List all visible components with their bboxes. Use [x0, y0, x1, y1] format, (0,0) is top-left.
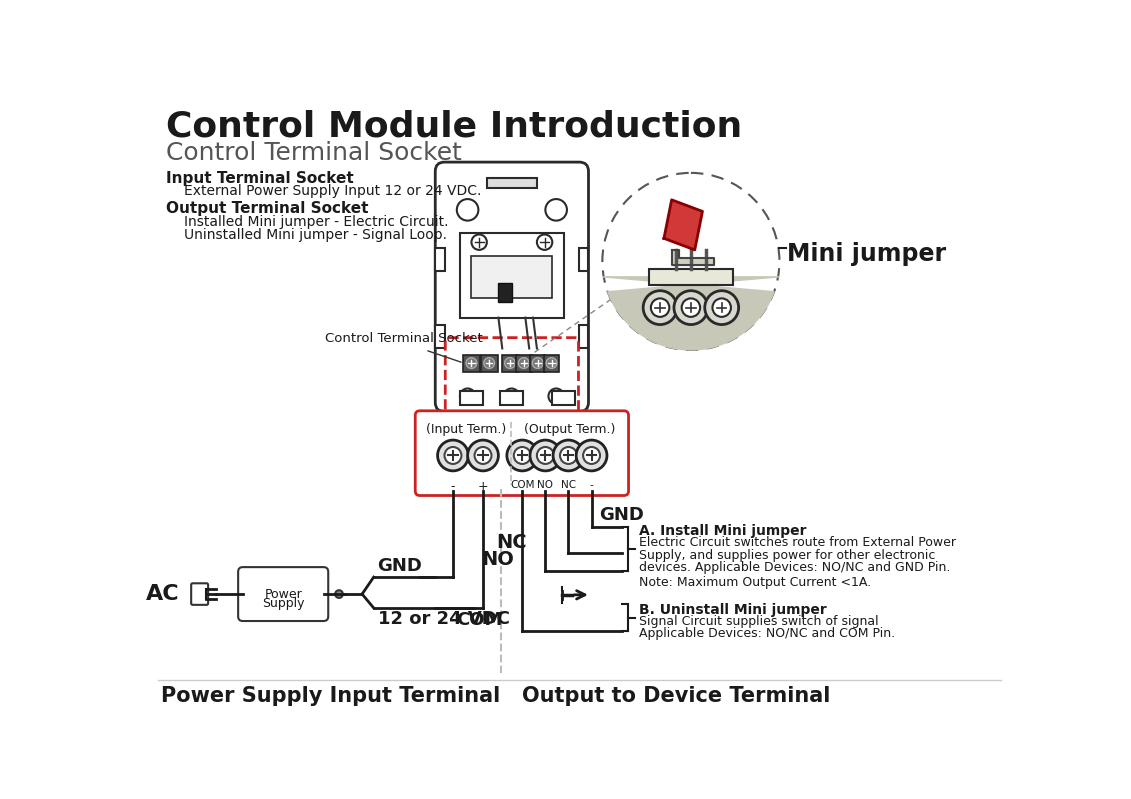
Text: Control Terminal Socket: Control Terminal Socket: [325, 332, 483, 345]
Bar: [435, 248, 444, 272]
Bar: [463, 355, 480, 372]
Circle shape: [576, 440, 607, 471]
Text: Supply: Supply: [262, 597, 304, 610]
Bar: [460, 233, 564, 318]
FancyBboxPatch shape: [191, 583, 208, 605]
Text: Output Terminal Socket: Output Terminal Socket: [166, 201, 369, 216]
Circle shape: [650, 298, 670, 317]
Text: Installed Mini jumper - Electric Circuit.: Installed Mini jumper - Electric Circuit…: [184, 215, 449, 229]
Circle shape: [472, 234, 486, 250]
Circle shape: [545, 199, 567, 221]
Text: Power: Power: [265, 588, 302, 601]
Text: Supply, and supplies power for other electronic: Supply, and supplies power for other ele…: [639, 549, 935, 562]
Text: Control Terminal Socket: Control Terminal Socket: [166, 141, 461, 165]
Text: COM: COM: [456, 611, 502, 630]
Text: NC: NC: [497, 533, 527, 552]
Circle shape: [537, 447, 554, 464]
Bar: [579, 325, 588, 348]
Text: Applicable Devices: NO/NC and COM Pin.: Applicable Devices: NO/NC and COM Pin.: [639, 627, 895, 640]
Bar: [460, 391, 483, 404]
Text: AC: AC: [146, 584, 180, 604]
Bar: [435, 325, 444, 348]
Circle shape: [584, 447, 601, 464]
Circle shape: [475, 447, 492, 464]
Circle shape: [513, 447, 530, 464]
Text: External Power Supply Input 12 or 24 VDC.: External Power Supply Input 12 or 24 VDC…: [184, 185, 482, 198]
Text: Electric Circuit switches route from External Power: Electric Circuit switches route from Ext…: [639, 536, 956, 550]
Bar: [544, 355, 559, 372]
Circle shape: [467, 440, 499, 471]
Text: devices. Applicable Devices: NO/NC and GND Pin.: devices. Applicable Devices: NO/NC and G…: [639, 561, 950, 574]
Circle shape: [537, 234, 552, 250]
Circle shape: [503, 388, 519, 403]
Circle shape: [530, 440, 561, 471]
Text: Input Terminal Socket: Input Terminal Socket: [166, 171, 354, 186]
Bar: [552, 391, 576, 404]
Circle shape: [518, 358, 529, 368]
Polygon shape: [664, 200, 702, 250]
Text: +: +: [477, 480, 489, 493]
Circle shape: [484, 358, 494, 368]
FancyBboxPatch shape: [239, 567, 328, 621]
Polygon shape: [672, 250, 714, 265]
Bar: [500, 391, 523, 404]
Text: Power Supply Input Terminal: Power Supply Input Terminal: [161, 686, 500, 706]
Bar: [579, 248, 588, 272]
FancyBboxPatch shape: [435, 162, 588, 411]
Text: NO: NO: [481, 551, 513, 570]
Bar: [530, 355, 545, 372]
Text: B. Uninstall Mini jumper: B. Uninstall Mini jumper: [639, 602, 827, 617]
Circle shape: [460, 388, 475, 403]
Circle shape: [507, 440, 537, 471]
Text: Control Module Introduction: Control Module Introduction: [166, 109, 742, 144]
Text: NO: NO: [537, 480, 553, 490]
Bar: [472, 256, 552, 298]
Text: -: -: [451, 480, 455, 493]
Bar: [481, 355, 498, 372]
Text: A. Install Mini jumper: A. Install Mini jumper: [639, 524, 806, 538]
Circle shape: [546, 358, 556, 368]
Circle shape: [705, 291, 739, 324]
Text: Output to Device Terminal: Output to Device Terminal: [521, 686, 830, 706]
Text: Signal Circuit supplies switch of signal: Signal Circuit supplies switch of signal: [639, 615, 878, 628]
Bar: [648, 269, 733, 284]
Text: GND: GND: [599, 506, 645, 524]
Circle shape: [438, 440, 468, 471]
Bar: [486, 177, 537, 189]
Bar: [499, 283, 512, 302]
Text: -: -: [589, 480, 594, 490]
Circle shape: [504, 358, 516, 368]
FancyBboxPatch shape: [415, 411, 629, 495]
Circle shape: [466, 358, 477, 368]
Text: Mini jumper: Mini jumper: [787, 242, 947, 266]
Text: GND: GND: [378, 557, 422, 574]
Circle shape: [549, 388, 564, 403]
Text: (Input Term.): (Input Term.): [426, 423, 507, 436]
Circle shape: [553, 440, 584, 471]
Circle shape: [560, 447, 577, 464]
Polygon shape: [603, 276, 779, 350]
Text: 12 or 24 VDC: 12 or 24 VDC: [378, 610, 509, 628]
Bar: [502, 355, 518, 372]
Circle shape: [603, 173, 779, 350]
Circle shape: [335, 590, 343, 598]
Circle shape: [713, 298, 731, 317]
Circle shape: [533, 358, 543, 368]
Circle shape: [682, 298, 700, 317]
Text: (Output Term.): (Output Term.): [525, 423, 615, 436]
Text: NC: NC: [561, 480, 576, 490]
Text: COM: COM: [510, 480, 535, 490]
Circle shape: [644, 291, 677, 324]
Text: Note: Maximum Output Current <1A.: Note: Maximum Output Current <1A.: [639, 576, 871, 590]
Bar: [516, 355, 532, 372]
Circle shape: [444, 447, 461, 464]
Text: Uninstalled Mini jumper - Signal Loop.: Uninstalled Mini jumper - Signal Loop.: [184, 229, 447, 242]
Circle shape: [457, 199, 478, 221]
Circle shape: [674, 291, 708, 324]
